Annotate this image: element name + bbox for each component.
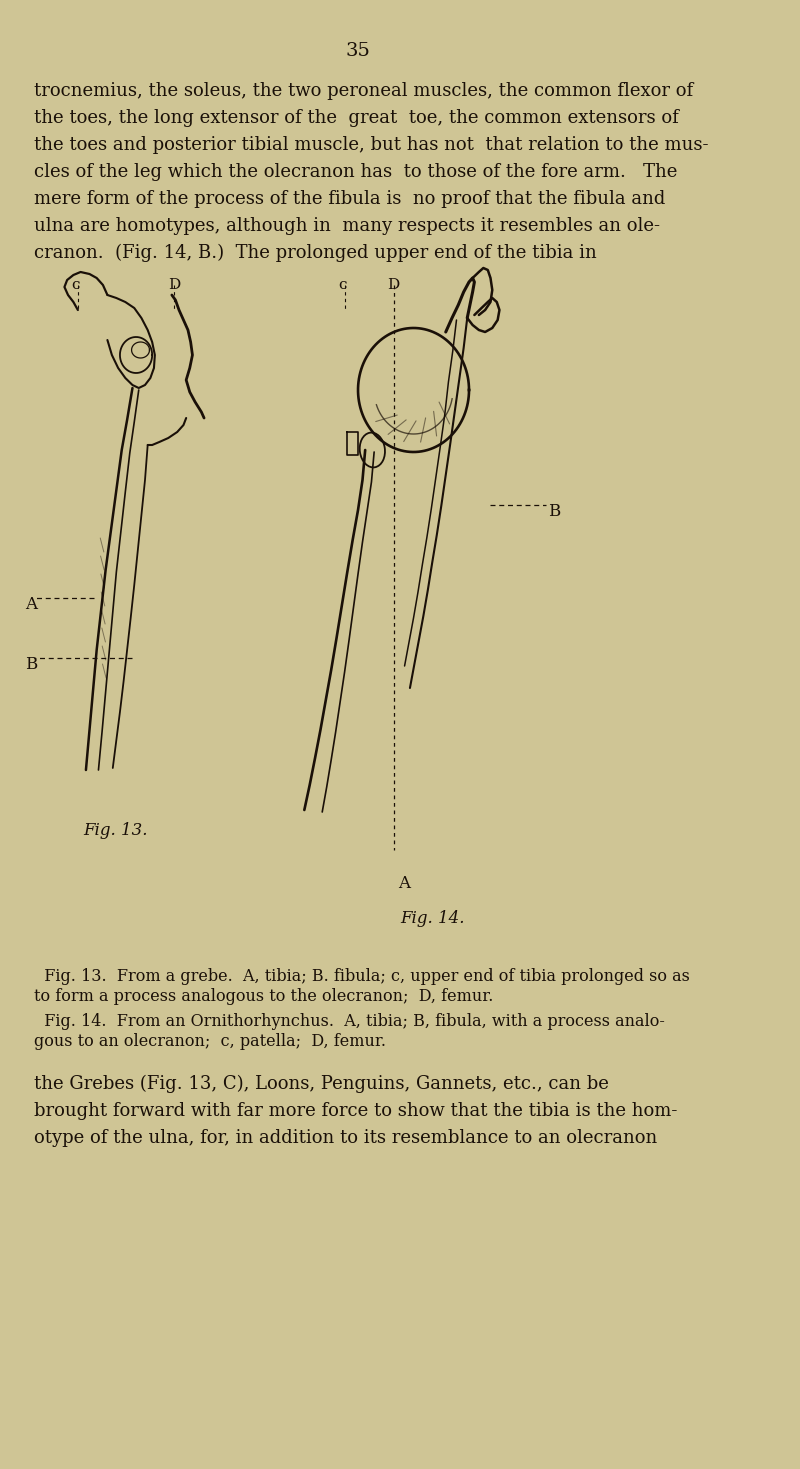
- Text: cles of the leg which the olecranon has  to those of the fore arm.   The: cles of the leg which the olecranon has …: [34, 163, 678, 181]
- Text: A: A: [398, 876, 410, 892]
- Text: brought forward with far more force to show that the tibia is the hom-: brought forward with far more force to s…: [34, 1102, 678, 1119]
- Text: 35: 35: [346, 43, 370, 60]
- Text: cranon.  (Fig. 14, B.)  The prolonged upper end of the tibia in: cranon. (Fig. 14, B.) The prolonged uppe…: [34, 244, 597, 263]
- Text: Fig. 13.  From a grebe.  A, tibia; B. fibula; c, upper end of tibia prolonged so: Fig. 13. From a grebe. A, tibia; B. fibu…: [34, 968, 690, 986]
- Text: c: c: [72, 278, 80, 292]
- Text: B: B: [548, 502, 560, 520]
- Text: D: D: [168, 278, 181, 292]
- Text: A: A: [25, 596, 37, 613]
- Text: ulna are homotypes, although in  many respects it resembles an ole-: ulna are homotypes, although in many res…: [34, 217, 660, 235]
- Text: trocnemius, the soleus, the two peroneal muscles, the common flexor of: trocnemius, the soleus, the two peroneal…: [34, 82, 693, 100]
- Text: gous to an olecranon;  c, patella;  D, femur.: gous to an olecranon; c, patella; D, fem…: [34, 1033, 386, 1050]
- Text: D: D: [386, 278, 399, 292]
- Text: mere form of the process of the fibula is  no proof that the fibula and: mere form of the process of the fibula i…: [34, 190, 666, 209]
- Text: Fig. 14.  From an Ornithorhynchus.  A, tibia; B, fibula, with a process analo-: Fig. 14. From an Ornithorhynchus. A, tib…: [34, 1014, 665, 1030]
- Text: the toes, the long extensor of the  great  toe, the common extensors of: the toes, the long extensor of the great…: [34, 109, 678, 126]
- Text: B: B: [25, 657, 38, 673]
- Text: c: c: [338, 278, 347, 292]
- Text: Fig. 13.: Fig. 13.: [83, 823, 148, 839]
- Text: Fig. 14.: Fig. 14.: [400, 909, 465, 927]
- Text: the toes and posterior tibial muscle, but has not  that relation to the mus-: the toes and posterior tibial muscle, bu…: [34, 137, 709, 154]
- Text: the Grebes (Fig. 13, C), Loons, Penguins, Gannets, etc., can be: the Grebes (Fig. 13, C), Loons, Penguins…: [34, 1075, 609, 1093]
- Text: to form a process analogous to the olecranon;  D, femur.: to form a process analogous to the olecr…: [34, 989, 494, 1005]
- Text: otype of the ulna, for, in addition to its resemblance to an olecranon: otype of the ulna, for, in addition to i…: [34, 1130, 658, 1147]
